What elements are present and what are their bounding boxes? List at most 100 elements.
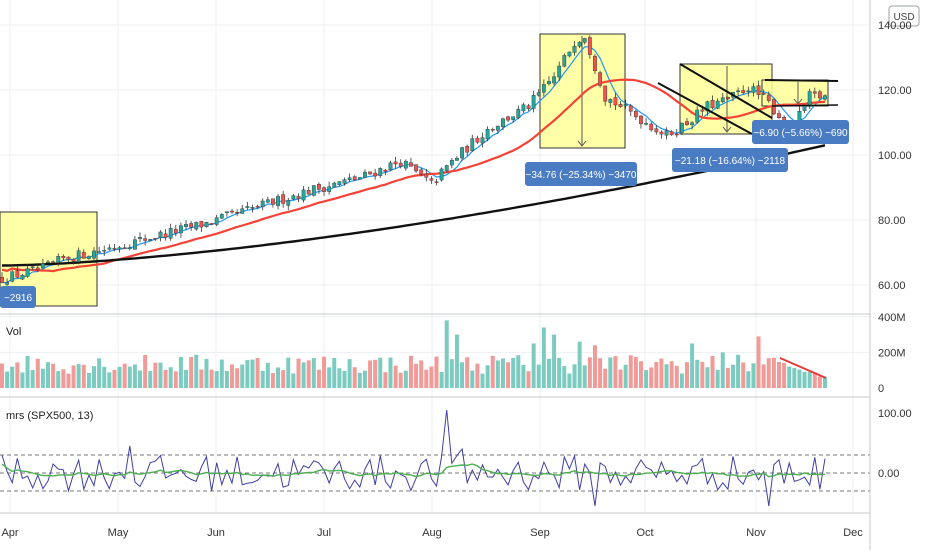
volume-bar xyxy=(322,356,327,388)
candle-body xyxy=(363,171,367,178)
candle-body xyxy=(347,177,352,180)
indicator-pane-label: mrs (SPX500, 13) xyxy=(6,410,93,422)
candle-body xyxy=(618,104,623,107)
volume-bar xyxy=(219,359,224,388)
candle-body xyxy=(414,164,418,172)
candle-body xyxy=(516,108,521,119)
currency-label: USD xyxy=(893,12,914,23)
candle-body xyxy=(501,118,505,128)
volume-bar xyxy=(51,363,56,388)
volume-bar xyxy=(771,357,776,388)
candle-body xyxy=(61,256,66,259)
candle-body xyxy=(230,210,234,213)
candle-body xyxy=(184,224,188,227)
volume-bar xyxy=(439,371,444,388)
candle-body xyxy=(633,111,638,118)
indicator-tick-label: 100.00 xyxy=(878,408,912,420)
volume-bar xyxy=(40,368,45,388)
candle-body xyxy=(199,221,204,228)
candle-body xyxy=(444,165,449,171)
volume-bar xyxy=(690,343,695,388)
candle-body xyxy=(685,121,689,125)
ma-slow-line xyxy=(2,144,826,267)
candle-body xyxy=(71,259,76,262)
volume-bar xyxy=(480,373,485,388)
candle-body xyxy=(10,271,15,282)
volume-bar xyxy=(782,362,787,388)
volume-bar xyxy=(403,370,408,388)
volume-tick-label: 200M xyxy=(878,347,906,359)
volume-bar xyxy=(357,372,362,388)
highlight-boxes xyxy=(0,33,829,307)
candle-body xyxy=(490,128,495,131)
volume-bar xyxy=(276,367,281,388)
candle-body xyxy=(572,45,577,53)
volume-bar xyxy=(531,343,536,388)
volume-bar xyxy=(817,376,822,388)
candle-body xyxy=(225,211,229,213)
time-tick-label: Jul xyxy=(317,527,331,539)
candle-body xyxy=(715,100,720,109)
volume-bar xyxy=(204,358,209,388)
candle-body xyxy=(122,247,127,250)
volume-bar xyxy=(490,355,495,388)
volume-bar xyxy=(10,366,15,388)
volume-bar xyxy=(506,362,511,388)
volume-bar xyxy=(577,341,582,388)
volume-bar xyxy=(608,357,613,388)
candle-body xyxy=(403,160,408,169)
candle-body xyxy=(301,189,306,201)
candle-body xyxy=(485,129,490,140)
stat-label-oct: −21.18 (−16.64%) −2118 xyxy=(672,148,788,172)
volume-bar xyxy=(598,358,603,388)
volume-bar xyxy=(224,370,229,388)
volume-bar xyxy=(209,369,214,388)
volume-bar xyxy=(92,366,97,388)
volume-bar xyxy=(107,372,112,388)
volume-bar xyxy=(419,360,424,388)
highlight-box xyxy=(0,211,98,307)
volume-bar xyxy=(122,363,127,388)
volume-bar xyxy=(301,362,306,388)
volume-bar xyxy=(291,373,296,388)
volume-bar xyxy=(802,371,807,388)
volume-bar xyxy=(235,368,240,388)
candle-body xyxy=(736,90,740,92)
price-tick-label: 120.00 xyxy=(878,85,912,97)
candle-body xyxy=(751,86,756,93)
volume-bar xyxy=(260,370,265,388)
volume-bar xyxy=(516,355,521,388)
candle-body xyxy=(5,282,10,285)
candle-body xyxy=(470,138,475,151)
candle-body xyxy=(700,109,705,112)
volume-bar xyxy=(465,357,470,388)
volume-bar xyxy=(189,357,194,388)
stat-label-text: −21.18 (−16.64%) −2118 xyxy=(675,156,786,167)
candle-body xyxy=(409,162,413,167)
candle-body xyxy=(429,178,434,181)
volume-bar xyxy=(337,368,342,388)
candle-body xyxy=(383,169,388,172)
candle-body xyxy=(720,97,725,103)
candle-body xyxy=(143,238,148,241)
candle-body xyxy=(761,93,766,95)
candle-body xyxy=(179,225,183,234)
time-tick-label: Dec xyxy=(843,527,863,539)
price-tick-label: 80.00 xyxy=(878,215,906,227)
candle-body xyxy=(92,250,96,259)
volume-bar xyxy=(444,320,449,388)
candle-body xyxy=(322,187,326,192)
indicator-tick-label: 0.00 xyxy=(878,468,899,480)
candle-body xyxy=(659,131,664,135)
volume-bar xyxy=(245,360,250,388)
volume-bar xyxy=(112,369,117,388)
volume-bar xyxy=(71,365,76,388)
volume-bar xyxy=(199,369,204,388)
candle-body xyxy=(286,200,291,206)
candles xyxy=(0,35,827,288)
volume-bar xyxy=(470,370,475,388)
volume-bar xyxy=(603,368,608,388)
volume-bar xyxy=(352,367,357,388)
currency-badge[interactable]: USD xyxy=(888,5,920,27)
volume-bar xyxy=(761,364,766,388)
